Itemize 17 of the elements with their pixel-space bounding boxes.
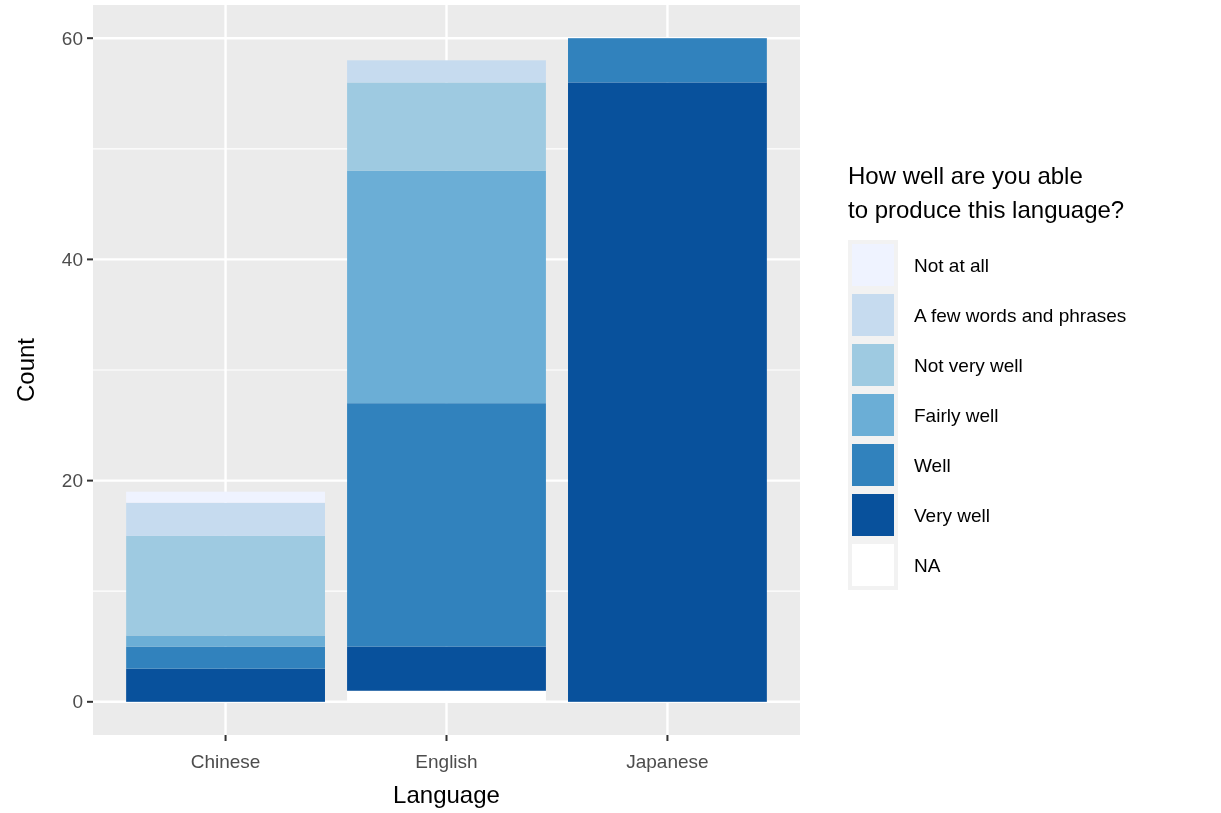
legend-label: Very well: [914, 505, 991, 526]
x-tick-label: English: [415, 751, 478, 772]
x-tick-label: Chinese: [190, 751, 261, 772]
x-tick-label: Japanese: [626, 751, 709, 772]
legend-label: A few words and phrases: [914, 305, 1127, 326]
y-tick-label: 60: [61, 27, 83, 49]
legend-label: Fairly well: [914, 405, 999, 426]
y-axis-title: Count: [12, 337, 39, 403]
y-tick-label: 20: [61, 470, 83, 492]
y-tick-label: 0: [72, 691, 83, 713]
x-axis-title: Language: [393, 781, 500, 808]
legend-label: Not at all: [914, 255, 989, 276]
legend-title: How well are you able to produce this language?: [848, 162, 1125, 223]
legend-label: Well: [914, 455, 951, 476]
y-tick-label: 40: [61, 249, 83, 271]
legend-label: NA: [914, 555, 941, 576]
legend-label: Not very well: [914, 355, 1023, 376]
